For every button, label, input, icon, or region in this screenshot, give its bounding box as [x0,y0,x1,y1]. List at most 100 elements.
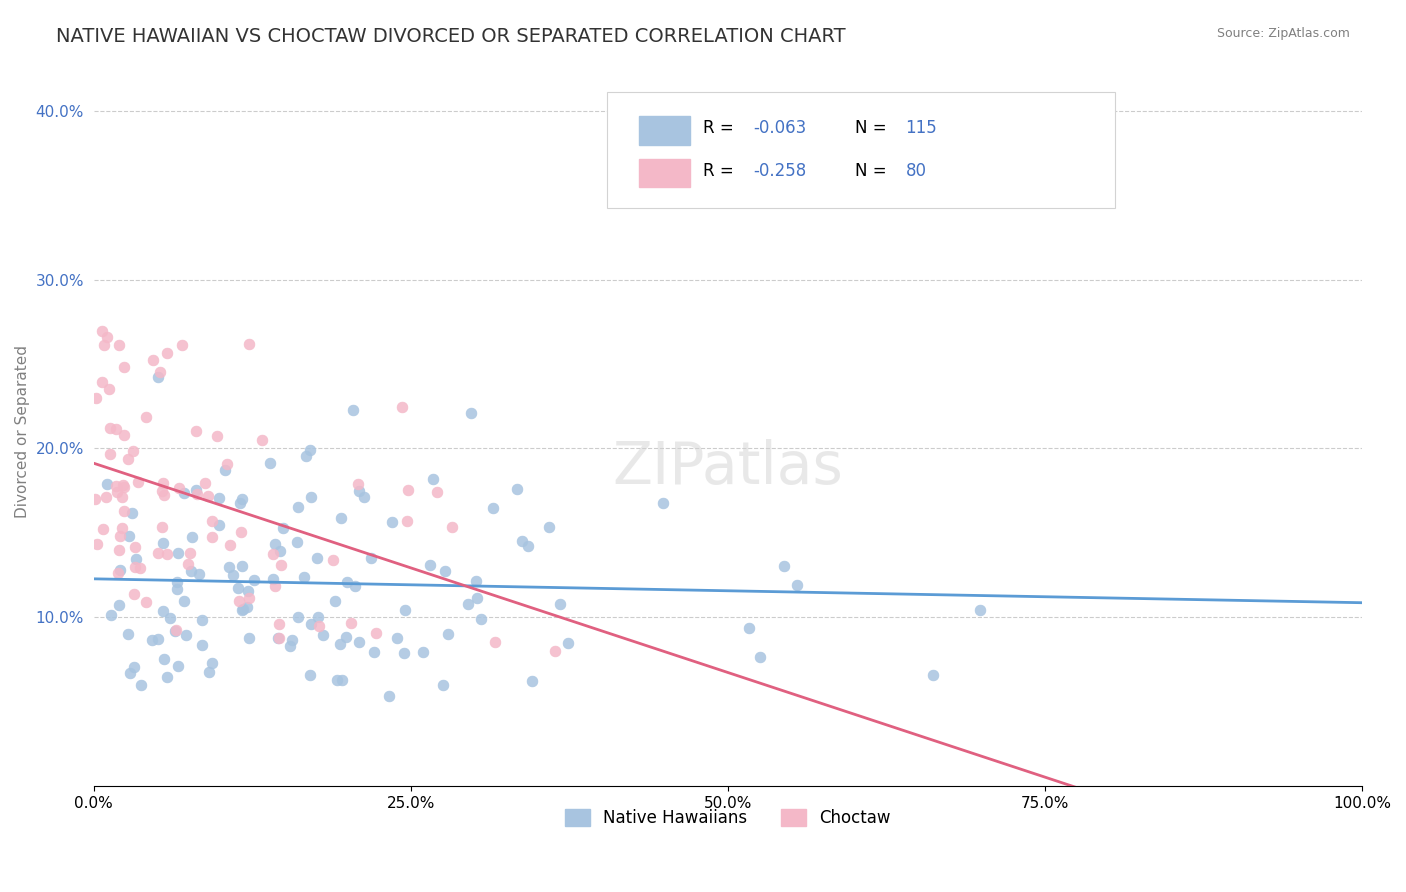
Point [108,598,131,612]
Point [111,521,134,535]
Point [340,616,363,631]
Point [394,646,416,660]
Point [176,628,198,642]
Legend: Native Hawaiians, Choctaw: Native Hawaiians, Choctaw [558,803,897,834]
Point [135,595,157,609]
Point [426,485,449,500]
Text: N =: N = [855,162,891,180]
Point [96,330,118,344]
Point [179,546,201,560]
Point [122,587,145,601]
Point [270,558,292,572]
Point [520,673,543,688]
Point [307,550,329,565]
Point [121,507,143,521]
FancyBboxPatch shape [640,116,690,145]
Point [124,540,146,554]
Point [335,630,357,644]
Text: 115: 115 [905,120,938,137]
Point [326,673,349,688]
Point [470,612,492,626]
Point [112,480,135,494]
Point [342,402,364,417]
Point [215,457,238,471]
Point [231,559,253,574]
Point [360,550,382,565]
Point [166,582,188,596]
Point [381,515,404,529]
Point [395,514,418,528]
Point [238,584,260,599]
Point [97,382,120,396]
FancyBboxPatch shape [640,159,690,187]
Point [167,659,190,673]
Point [238,632,260,646]
Point [394,603,416,617]
Point [141,632,163,647]
Point [84,391,107,405]
Point [232,602,254,616]
Point [191,613,214,627]
Point [329,637,352,651]
Point [152,476,174,491]
Point [329,511,352,525]
Point [194,475,217,490]
Point [98,446,121,460]
Point [786,578,808,592]
Point [187,567,209,582]
Point [391,400,413,414]
Point [152,604,174,618]
Point [299,617,322,632]
Point [104,422,127,436]
Point [434,564,457,578]
Point [129,561,152,575]
Point [142,353,165,368]
Point [517,539,540,553]
Point [112,504,135,518]
Point [222,568,245,582]
Point [159,610,181,624]
Point [108,543,131,558]
Point [165,624,187,638]
Point [127,475,149,489]
Point [152,488,174,502]
Point [344,579,367,593]
Point [366,625,388,640]
Point [322,553,344,567]
Point [186,424,208,438]
Point [156,671,179,685]
Point [83,491,105,506]
Point [544,644,567,658]
Point [105,485,128,500]
Point [460,406,482,420]
Point [226,581,249,595]
Point [156,346,179,360]
Point [412,645,434,659]
Point [122,660,145,674]
Point [262,572,284,586]
Point [104,478,127,492]
Point [773,558,796,573]
Point [287,610,309,624]
Text: ZIPatlas: ZIPatlas [613,439,844,496]
Point [148,632,170,646]
Text: -0.063: -0.063 [754,120,807,137]
Point [153,651,176,665]
Point [110,528,132,542]
Point [287,500,309,514]
Point [294,449,316,463]
Point [108,338,131,352]
Point [90,375,112,389]
Point [652,496,675,510]
Point [117,627,139,641]
Point [263,537,285,551]
Point [738,621,761,635]
Point [267,631,290,645]
Point [484,634,506,648]
Text: R =: R = [703,120,738,137]
Point [299,490,322,504]
Point [190,639,212,653]
Point [98,420,121,434]
Point [363,645,385,659]
Point [121,443,143,458]
